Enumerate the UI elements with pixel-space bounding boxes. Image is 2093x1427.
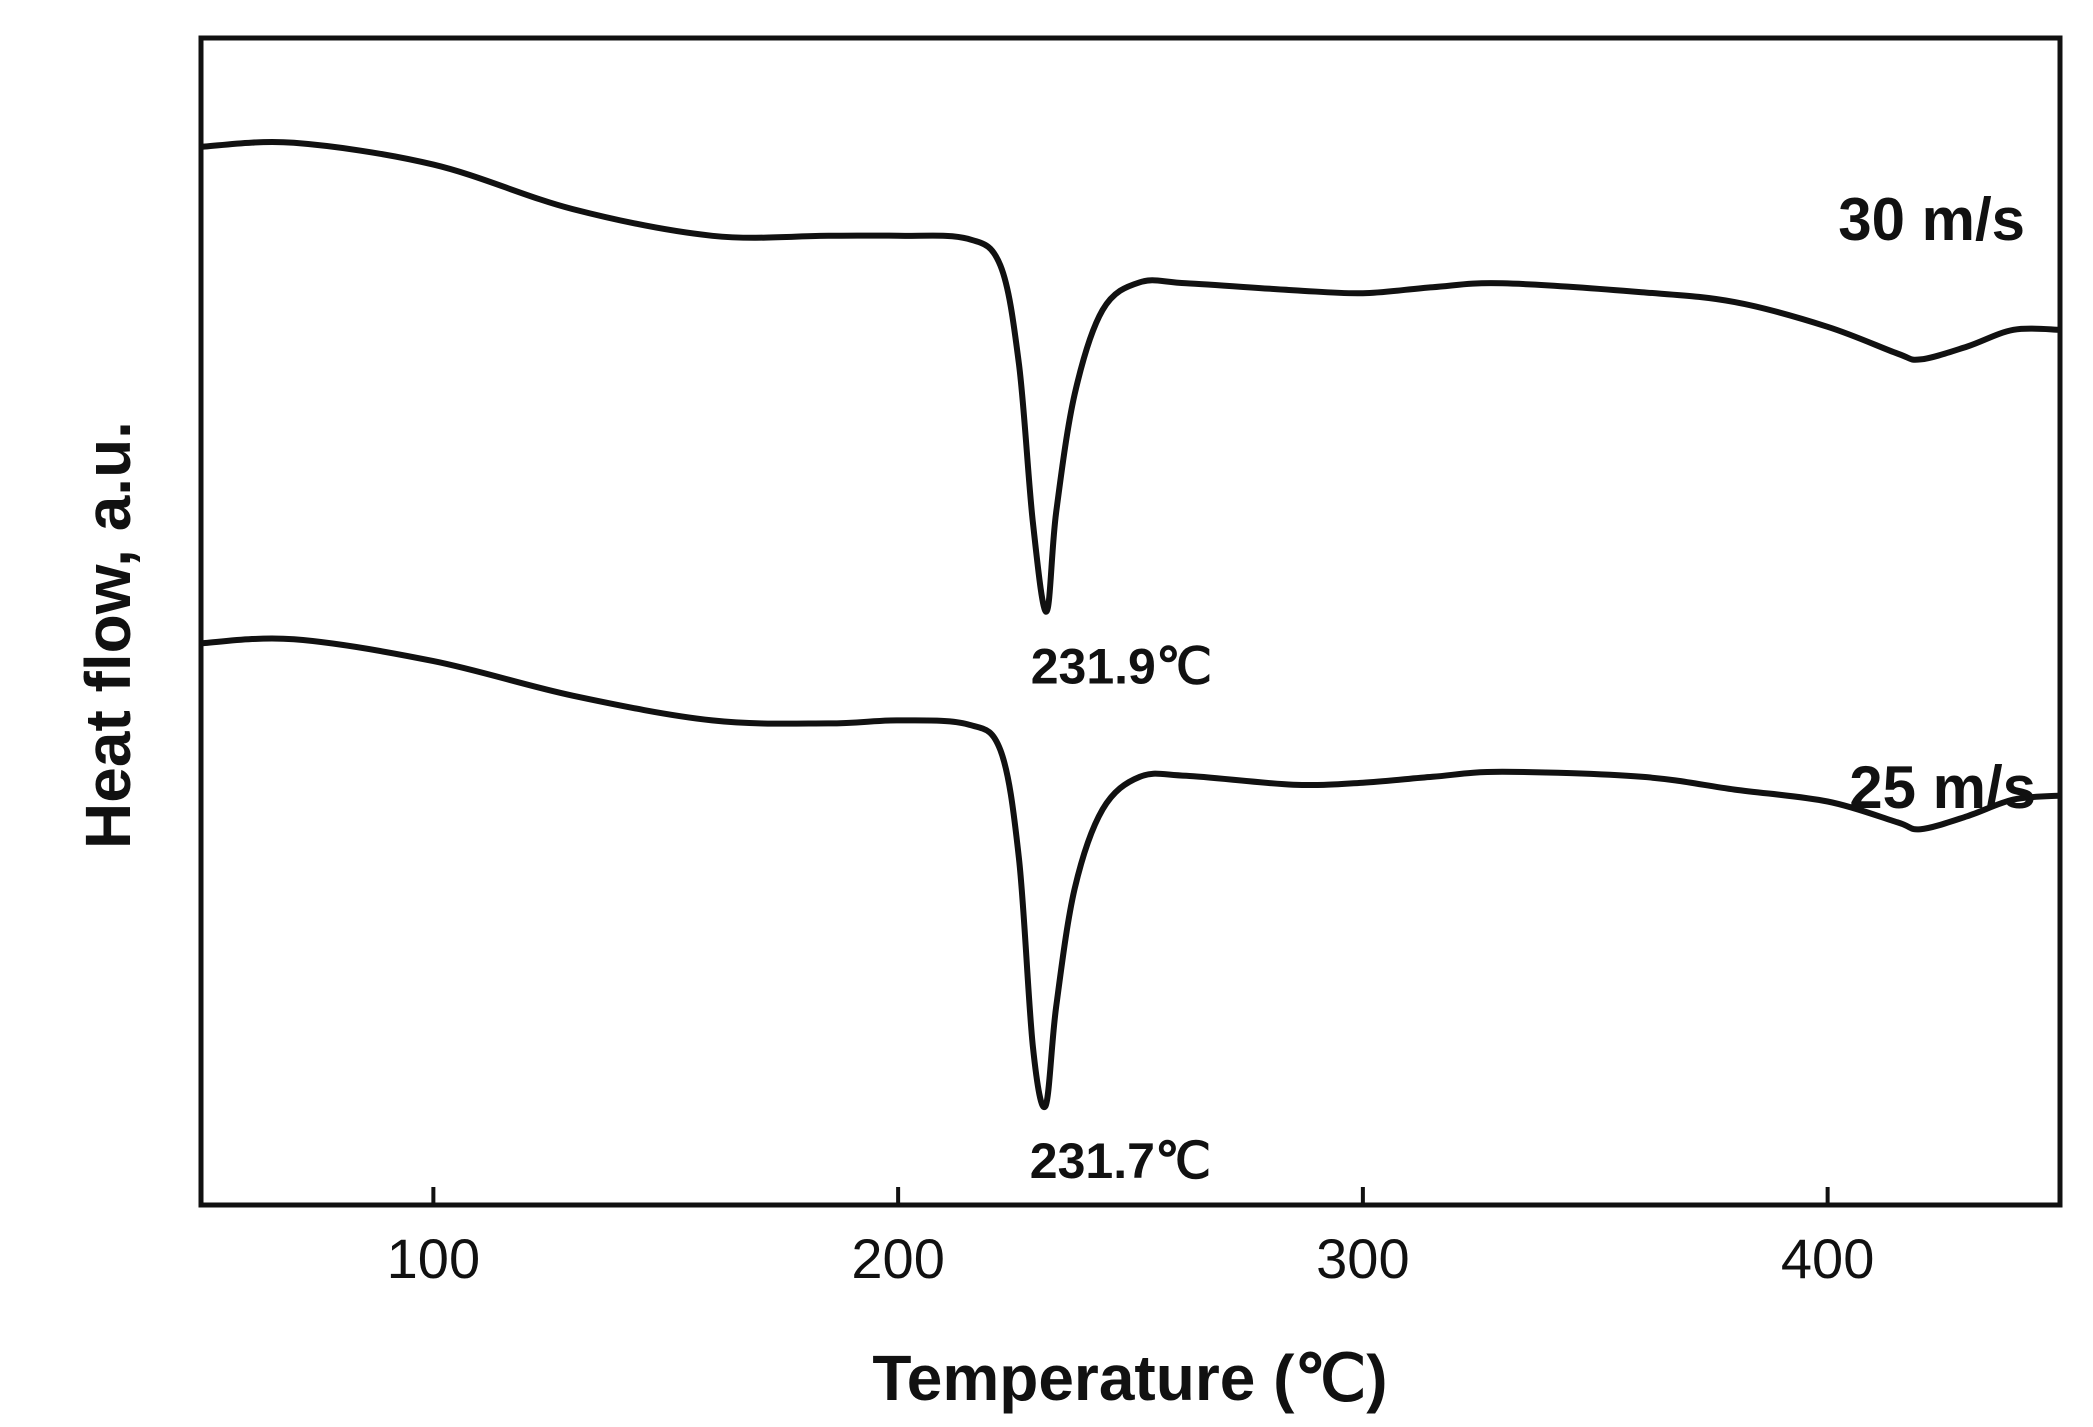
peak-label: 231.7℃ bbox=[1030, 1133, 1211, 1189]
x-tick-label: 300 bbox=[1316, 1227, 1409, 1290]
series-line-25-m-s bbox=[200, 635, 2061, 1111]
x-axis-ticks: 100 200 300 400 bbox=[387, 1187, 1874, 1290]
series-lines bbox=[200, 139, 2061, 1111]
series-label-30ms: 30 m/s bbox=[1838, 186, 2025, 253]
x-tick-label: 200 bbox=[851, 1227, 944, 1290]
x-axis-title: Temperature (℃) bbox=[872, 1342, 1387, 1414]
series-line-30-m-s bbox=[200, 139, 2061, 615]
y-axis-title: Heat flow, a.u. bbox=[72, 421, 144, 849]
x-tick-label: 100 bbox=[387, 1227, 480, 1290]
peak-annotations: 231.9℃ 231.7℃ bbox=[1030, 639, 1212, 1189]
x-tick-label: 400 bbox=[1781, 1227, 1874, 1290]
series-label-25ms: 25 m/s bbox=[1849, 754, 2036, 821]
plot-frame bbox=[198, 35, 2063, 1208]
peak-label: 231.9℃ bbox=[1031, 639, 1212, 695]
